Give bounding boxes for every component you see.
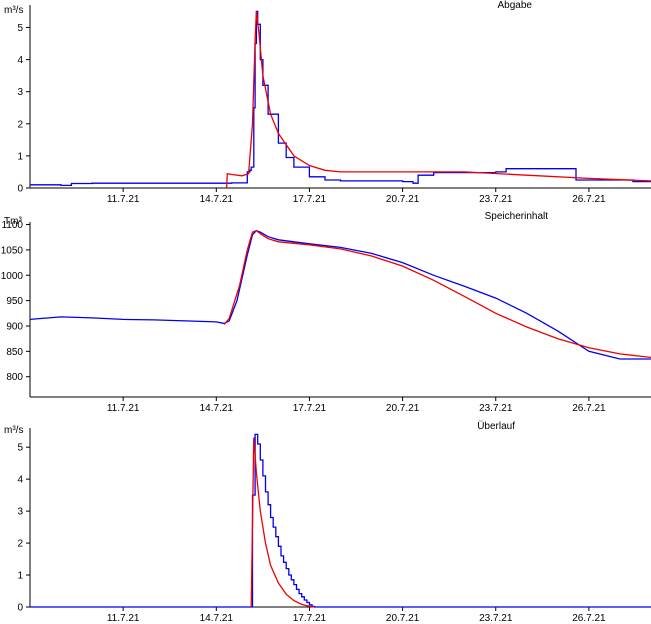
y-tick-label: 0 — [17, 184, 23, 195]
x-tick-label: 20.7.21 — [386, 194, 420, 205]
y-tick-label: 850 — [6, 347, 23, 358]
y-ticks: 0 1 2 3 4 5 — [17, 443, 30, 614]
y-tick-label: 1050 — [1, 245, 24, 256]
series-line-red — [225, 11, 651, 189]
y-tick-label: 1 — [17, 151, 23, 162]
x-ticks: 11.7.21 14.7.21 17.7.21 20.7.21 23.7.21 26.7.… — [107, 607, 606, 624]
y-unit-label: Tm³ — [4, 216, 22, 227]
y-tick-label: 3 — [17, 507, 23, 518]
y-tick-label: 0 — [17, 603, 23, 614]
x-tick-label: 17.7.21 — [293, 613, 327, 624]
y-unit-label: m³/s — [4, 5, 23, 16]
x-tick-label: 11.7.21 — [107, 194, 140, 205]
x-tick-label: 14.7.21 — [200, 613, 234, 624]
chart-panel-ueberlauf: m³/s Überlauf 0 1 2 3 4 5 11.7.21 14.7.21 17.7.… — [4, 420, 651, 624]
y-tick-label: 4 — [17, 475, 23, 486]
x-ticks: 11.7.21 14.7.21 17.7.21 20.7.21 23.7.21 26.7.… — [107, 188, 606, 205]
x-tick-label: 20.7.21 — [386, 613, 420, 624]
series-lines — [29, 229, 651, 360]
chart-panel-abgabe: m³/s Abgabe 0 1 2 3 4 5 11.7.21 14.7.21 17.7.21… — [4, 0, 651, 205]
series-line-blue — [30, 10, 651, 187]
series-line-red — [250, 437, 315, 608]
x-tick-label: 23.7.21 — [479, 613, 513, 624]
x-tick-label: 14.7.21 — [200, 403, 234, 414]
x-tick-label: 23.7.21 — [479, 403, 513, 414]
y-tick-label: 1000 — [1, 271, 24, 282]
y-tick-label: 1100 — [1, 220, 23, 231]
series-line-blue — [30, 433, 651, 608]
series-line-red — [223, 229, 651, 359]
series-lines — [30, 10, 651, 189]
y-tick-label: 2 — [17, 539, 23, 550]
x-tick-label: 26.7.21 — [572, 613, 606, 624]
chart-title: Abgabe — [498, 0, 533, 11]
series-line-blue — [29, 229, 651, 360]
y-tick-label: 1 — [17, 571, 23, 582]
x-tick-label: 26.7.21 — [572, 194, 606, 205]
y-tick-label: 5 — [17, 443, 23, 454]
x-tick-label: 11.7.21 — [107, 613, 140, 624]
y-tick-label: 800 — [6, 372, 23, 383]
x-tick-label: 20.7.21 — [386, 403, 420, 414]
x-tick-label: 17.7.21 — [293, 194, 327, 205]
x-tick-label: 17.7.21 — [293, 403, 327, 414]
chart-title: Überlauf — [477, 420, 515, 432]
chart-panel-speicherinhalt: Tm³ Speicherinhalt 800 850 900 950 1000 1050 1… — [1, 211, 651, 414]
x-tick-label: 26.7.21 — [572, 403, 606, 414]
x-tick-label: 14.7.21 — [200, 194, 234, 205]
y-ticks: 0 1 2 3 4 5 — [17, 23, 30, 195]
x-tick-label: 23.7.21 — [479, 194, 513, 205]
y-tick-label: 950 — [6, 296, 23, 307]
series-lines — [30, 433, 651, 608]
y-tick-label: 3 — [17, 87, 23, 98]
chart-title: Speicherinhalt — [485, 211, 549, 222]
y-tick-label: 2 — [17, 119, 23, 130]
y-unit-label: m³/s — [4, 425, 23, 436]
y-ticks: 800 850 900 950 1000 1050 1100 — [1, 220, 30, 383]
y-tick-label: 900 — [6, 321, 23, 332]
y-tick-label: 5 — [17, 23, 23, 34]
x-ticks: 11.7.21 14.7.21 17.7.21 20.7.21 23.7.21 26.7.… — [107, 397, 606, 414]
y-tick-label: 4 — [17, 55, 23, 66]
x-tick-label: 11.7.21 — [107, 403, 140, 414]
